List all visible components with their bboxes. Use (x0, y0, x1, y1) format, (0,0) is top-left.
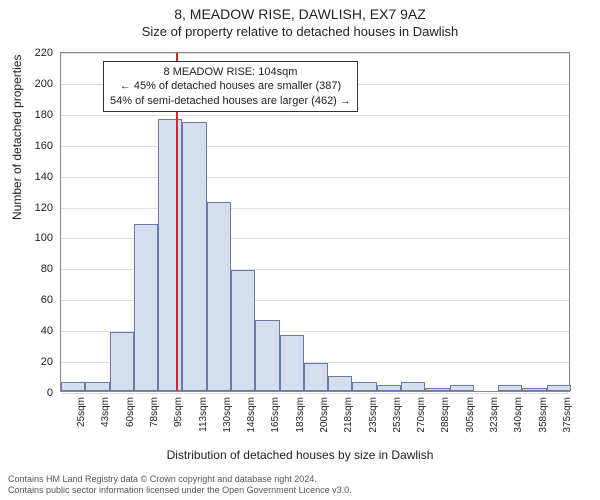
footer-line-2: Contains public sector information licen… (8, 485, 352, 496)
histogram-bar (304, 363, 328, 391)
x-tick-label: 235sqm (368, 397, 379, 447)
histogram-bar (134, 224, 158, 391)
histogram-bar (425, 388, 449, 391)
chart-header: 8, MEADOW RISE, DAWLISH, EX7 9AZ Size of… (0, 0, 600, 39)
histogram-bar (498, 385, 522, 391)
y-axis-title: Number of detached properties (10, 55, 24, 220)
y-tick-label: 160 (23, 140, 53, 152)
x-tick-label: 78sqm (149, 397, 160, 447)
y-tick-label: 120 (23, 202, 53, 214)
x-tick-label: 60sqm (125, 397, 136, 447)
x-tick-label: 340sqm (513, 397, 524, 447)
histogram-bar (61, 382, 85, 391)
histogram-bar (352, 382, 376, 391)
histogram-bar (231, 270, 255, 391)
x-tick-label: 130sqm (222, 397, 233, 447)
histogram-bar (522, 388, 546, 391)
y-tick-label: 20 (23, 356, 53, 368)
x-tick-label: 200sqm (319, 397, 330, 447)
histogram-bar (158, 119, 182, 391)
y-tick-label: 80 (23, 263, 53, 275)
histogram-bar (182, 122, 206, 391)
x-tick-label: 305sqm (465, 397, 476, 447)
x-tick-label: 358sqm (538, 397, 549, 447)
x-tick-label: 183sqm (295, 397, 306, 447)
histogram-bar (401, 382, 425, 391)
x-tick-label: 43sqm (100, 397, 111, 447)
x-tick-label: 375sqm (562, 397, 573, 447)
x-tick-label: 25sqm (76, 397, 87, 447)
gridline (61, 393, 569, 394)
gridline (61, 146, 569, 147)
annotation-line: ← 45% of detached houses are smaller (38… (110, 79, 351, 93)
x-tick-label: 323sqm (489, 397, 500, 447)
x-tick-label: 288sqm (440, 397, 451, 447)
histogram-bar (207, 202, 231, 391)
gridline (61, 115, 569, 116)
histogram-bar (280, 335, 304, 391)
y-tick-label: 180 (23, 109, 53, 121)
annotation-line: 8 MEADOW RISE: 104sqm (110, 65, 351, 79)
histogram-bar (85, 382, 109, 391)
x-tick-label: 95sqm (173, 397, 184, 447)
x-axis-title: Distribution of detached houses by size … (0, 448, 600, 462)
histogram-bar (450, 385, 474, 391)
y-tick-label: 40 (23, 325, 53, 337)
gridline (61, 53, 569, 54)
address-title: 8, MEADOW RISE, DAWLISH, EX7 9AZ (0, 6, 600, 22)
gridline (61, 177, 569, 178)
y-tick-label: 220 (23, 47, 53, 59)
plot-region: 02040608010012014016018020022025sqm43sqm… (60, 52, 570, 392)
y-tick-label: 140 (23, 171, 53, 183)
attribution-footer: Contains HM Land Registry data © Crown c… (8, 474, 352, 497)
x-tick-label: 218sqm (343, 397, 354, 447)
histogram-bar (255, 320, 279, 391)
y-tick-label: 60 (23, 294, 53, 306)
annotation-line: 54% of semi-detached houses are larger (… (110, 94, 351, 108)
y-tick-label: 0 (23, 387, 53, 399)
x-tick-label: 270sqm (416, 397, 427, 447)
histogram-bar (110, 332, 134, 391)
histogram-bar (377, 385, 401, 391)
annotation-box: 8 MEADOW RISE: 104sqm← 45% of detached h… (103, 61, 358, 112)
y-tick-label: 100 (23, 232, 53, 244)
gridline (61, 208, 569, 209)
footer-line-1: Contains HM Land Registry data © Crown c… (8, 474, 352, 485)
x-tick-label: 165sqm (270, 397, 281, 447)
histogram-bar (547, 385, 571, 391)
x-tick-label: 253sqm (392, 397, 403, 447)
chart-area: 02040608010012014016018020022025sqm43sqm… (60, 52, 570, 392)
x-tick-label: 148sqm (246, 397, 257, 447)
chart-subtitle: Size of property relative to detached ho… (0, 24, 600, 39)
y-tick-label: 200 (23, 78, 53, 90)
histogram-bar (328, 376, 352, 391)
x-tick-label: 113sqm (198, 397, 209, 447)
